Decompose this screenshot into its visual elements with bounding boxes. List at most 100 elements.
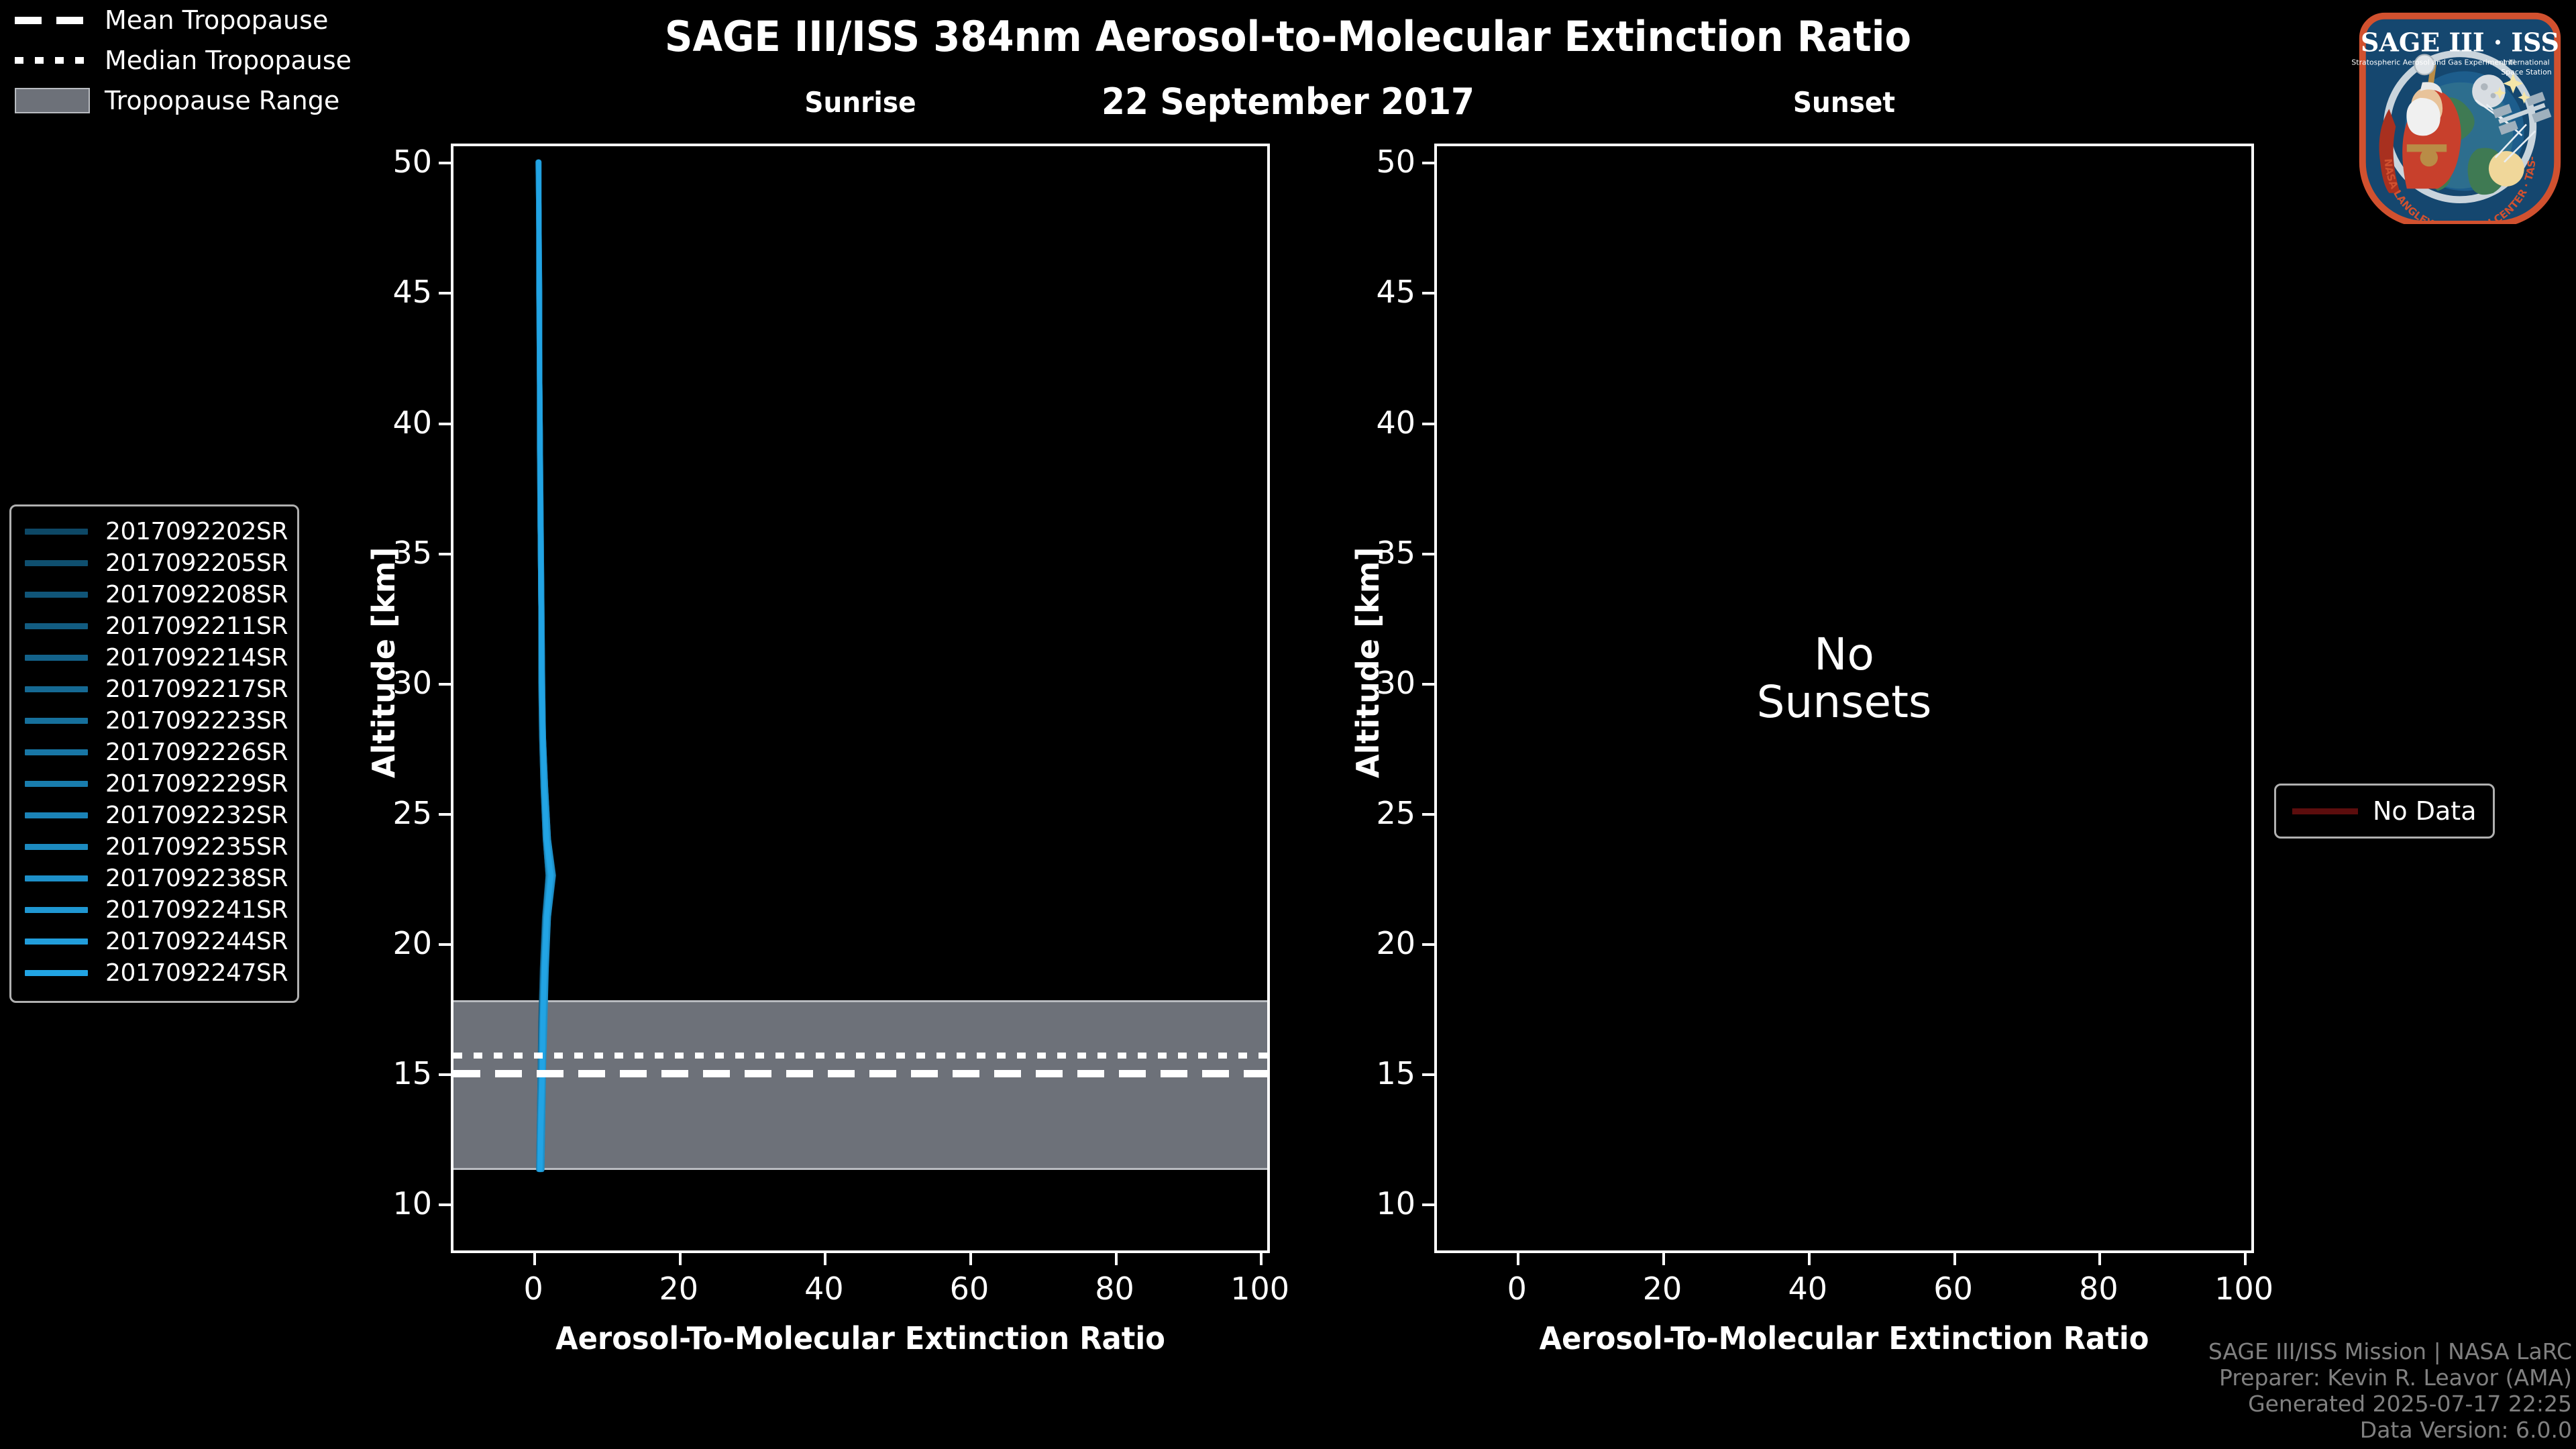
y-axis-tick (439, 162, 453, 165)
x-axis-tick (1807, 1250, 1811, 1265)
legend-item-event[interactable]: 2017092232SR (25, 800, 288, 831)
x-axis-tick (2098, 1250, 2102, 1265)
legend-item-event[interactable]: 2017092226SR (25, 737, 288, 768)
legend-item-event[interactable]: 2017092217SR (25, 674, 288, 705)
event-color-swatch (25, 781, 88, 787)
event-label: 2017092238SR (105, 865, 288, 892)
tropopause-legend-label: Tropopause Range (105, 86, 340, 115)
y-axis-tick (1422, 552, 1437, 555)
y-axis-tick-label: 40 (1376, 404, 1415, 441)
y-axis-tick (1422, 422, 1437, 425)
credits-data-version: Data Version: 6.0.0 (2359, 1417, 2572, 1444)
legend-item-event[interactable]: 2017092211SR (25, 610, 288, 642)
y-axis-tick-label: 10 (392, 1185, 432, 1222)
sunset-x-axis-title: Aerosol-To-Molecular Extinction Ratio (1539, 1320, 2149, 1356)
y-axis-tick-label: 15 (1376, 1055, 1415, 1092)
credits-generated: Generated 2025-07-17 22:25 (2248, 1391, 2572, 1417)
event-color-swatch (25, 907, 88, 913)
y-axis-tick-label: 25 (1376, 794, 1415, 831)
event-color-swatch (25, 655, 88, 661)
x-axis-tick-label: 20 (1642, 1271, 1682, 1307)
x-axis-tick-label: 40 (1788, 1271, 1828, 1307)
tropopause-legend-label: Mean Tropopause (105, 5, 329, 35)
x-axis-tick-label: 100 (1230, 1271, 1290, 1307)
y-axis-tick-label: 45 (1376, 274, 1415, 311)
y-axis-tick (1422, 162, 1437, 165)
tropopause-range-band (453, 1000, 1267, 1170)
no-sunsets-annotation: No Sunsets (1434, 631, 2254, 727)
legend-item-mean-tropopause: Mean Tropopause (0, 0, 376, 40)
event-color-swatch (25, 812, 88, 818)
median-swatch (15, 57, 90, 64)
event-color-swatch (25, 686, 88, 692)
event-color-swatch (25, 718, 88, 724)
y-axis-tick-label: 20 (392, 924, 432, 961)
events-legend[interactable]: 2017092202SR 2017092205SR 2017092208SR 2017… (9, 504, 299, 1003)
sunrise-y-axis-title: Altitude [km] (366, 547, 402, 778)
no-data-swatch (2292, 808, 2358, 814)
y-axis-tick (1422, 1203, 1437, 1207)
legend-item-tropopause-range: Tropopause Range (0, 80, 376, 121)
x-axis-tick-label: 60 (949, 1271, 989, 1307)
legend-item-event[interactable]: 2017092247SR (25, 957, 288, 989)
event-color-swatch (25, 560, 88, 566)
x-axis-tick-label: 40 (804, 1271, 844, 1307)
event-label: 2017092208SR (105, 581, 288, 608)
legend-item-event[interactable]: 2017092208SR (25, 579, 288, 610)
x-axis-tick (1517, 1250, 1520, 1265)
sunrise-panel-title: Sunrise (804, 86, 916, 119)
legend-item-event[interactable]: 2017092244SR (25, 926, 288, 957)
legend-item-event[interactable]: 2017092223SR (25, 705, 288, 737)
event-label: 2017092241SR (105, 896, 288, 924)
y-axis-tick (1422, 812, 1437, 816)
no-data-legend[interactable]: No Data (2274, 784, 2495, 839)
legend-item-event[interactable]: 2017092202SR (25, 516, 288, 547)
legend-item-event[interactable]: 2017092205SR (25, 547, 288, 579)
mean-swatch (15, 16, 90, 24)
x-axis-tick (678, 1250, 682, 1265)
extinction-ratio-profiles (535, 159, 556, 1173)
y-axis-tick (439, 812, 453, 816)
legend-item-event[interactable]: 2017092229SR (25, 768, 288, 800)
x-axis-tick (2244, 1250, 2247, 1265)
sage-iii-iss-mission-patch: SAGE III · ISS Stratospheric Aerosol and… (2349, 3, 2561, 224)
event-label: 2017092235SR (105, 833, 288, 861)
event-label: 2017092214SR (105, 644, 288, 672)
x-axis-tick (824, 1250, 827, 1265)
y-axis-tick (439, 552, 453, 555)
y-axis-tick-label: 40 (392, 404, 432, 441)
credits-mission: SAGE III/ISS Mission | NASA LaRC (2208, 1338, 2572, 1365)
legend-item-event[interactable]: 2017092235SR (25, 831, 288, 863)
event-color-swatch (25, 844, 88, 850)
x-axis-tick-label: 20 (659, 1271, 699, 1307)
event-label: 2017092202SR (105, 518, 288, 545)
y-axis-tick-label: 30 (392, 664, 432, 701)
x-axis-tick (1662, 1250, 1666, 1265)
y-axis-tick (1422, 943, 1437, 946)
y-axis-tick-label: 45 (392, 274, 432, 311)
y-axis-tick-label: 50 (1376, 144, 1415, 180)
range-swatch (15, 88, 90, 113)
y-axis-tick-label: 35 (392, 534, 432, 571)
x-axis-tick-label: 80 (1095, 1271, 1134, 1307)
event-label: 2017092232SR (105, 802, 288, 829)
event-color-swatch (25, 592, 88, 598)
y-axis-tick (439, 943, 453, 946)
date-subtitle: 22 September 2017 (1102, 80, 1474, 123)
y-axis-tick-label: 50 (392, 144, 432, 180)
patch-subtitle-left: Stratospheric Aerosol and Gas Experiment… (2351, 58, 2515, 66)
event-label: 2017092217SR (105, 676, 288, 703)
credits-preparer: Preparer: Kevin R. Leavor (AMA) (2219, 1364, 2572, 1391)
median-tropopause-line (453, 1052, 1267, 1059)
event-label: 2017092247SR (105, 959, 288, 987)
legend-item-event[interactable]: 2017092238SR (25, 863, 288, 894)
sunset-plot: 10 15 20 25 30 35 40 45 50 0 20 40 60 80 100 Aerosol-… (1376, 144, 2273, 1356)
y-axis-tick (439, 682, 453, 686)
mean-tropopause-line (453, 1070, 1267, 1078)
event-color-swatch (25, 623, 88, 629)
legend-item-event[interactable]: 2017092214SR (25, 642, 288, 674)
x-axis-tick-label: 60 (1933, 1271, 1973, 1307)
legend-item-event[interactable]: 2017092241SR (25, 894, 288, 926)
y-axis-tick (1422, 292, 1437, 295)
y-axis-tick-label: 20 (1376, 924, 1415, 961)
